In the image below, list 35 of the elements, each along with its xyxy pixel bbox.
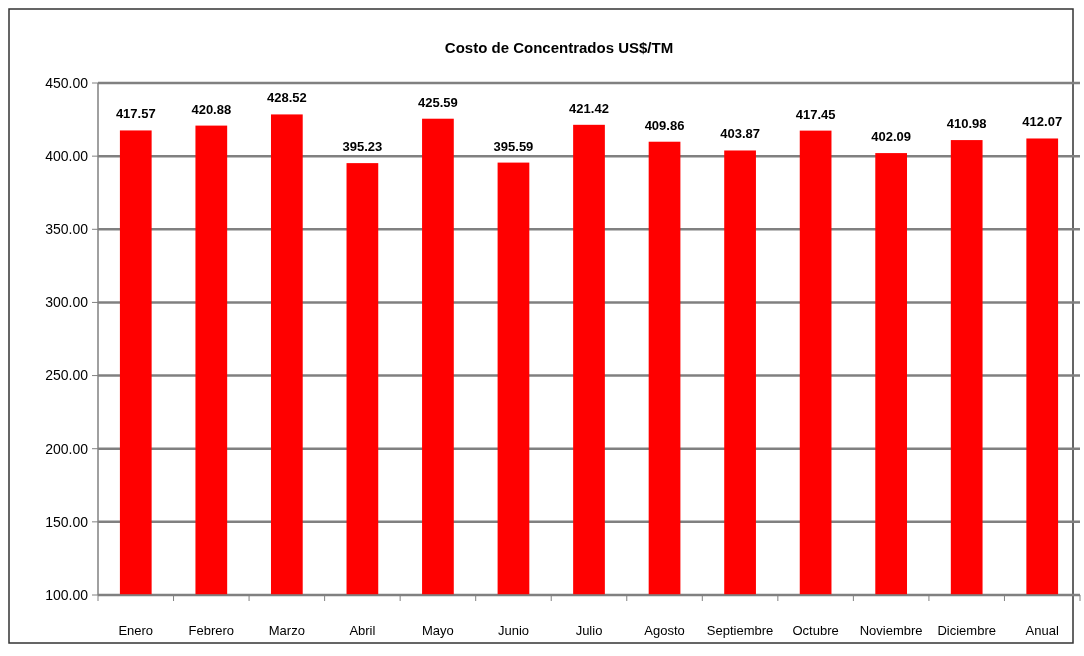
x-tick-label: Enero [118,623,154,638]
data-label: 420.88 [191,101,232,117]
x-tick-label: Febrero [188,623,235,638]
data-label: 417.57 [115,106,156,122]
data-label: 402.09 [871,129,912,145]
y-tick-label: 400.00 [45,148,89,165]
x-tick-label: Diciembre [937,623,996,638]
data-label: 403.87 [720,126,760,142]
data-label: 409.86 [644,117,685,133]
x-tick-label: Anual [1025,623,1059,638]
x-tick-label: Marzo [268,623,305,638]
x-tick-label: Octubre [792,623,839,638]
y-tick-label: 200.00 [45,440,89,457]
y-tick-label: 150.00 [45,513,89,530]
data-label: 395.59 [493,138,534,154]
data-label: 417.45 [795,106,836,122]
y-tick-label: 350.00 [45,221,89,238]
x-tick-label: Noviembre [859,623,923,638]
x-tick-label: Abril [349,623,376,638]
data-label: 425.59 [418,94,458,110]
x-tick-label: Agosto [644,623,685,638]
data-label: 421.42 [569,100,609,116]
data-label: 428.52 [266,90,307,106]
y-tick-label: 250.00 [45,367,89,384]
data-label: 410.98 [946,116,987,132]
x-tick-label: Julio [575,623,603,638]
data-label: 395.23 [342,139,383,155]
data-label: 412.07 [1022,114,1063,130]
chart-title: Costo de Concentrados US$/TM [444,39,674,56]
y-tick-label: 450.00 [45,74,89,91]
y-tick-label: 100.00 [45,586,89,603]
x-tick-label: Junio [497,623,529,638]
x-tick-label: Septiembre [706,623,774,638]
x-tick-label: Mayo [422,623,454,638]
y-tick-label: 300.00 [45,294,89,311]
